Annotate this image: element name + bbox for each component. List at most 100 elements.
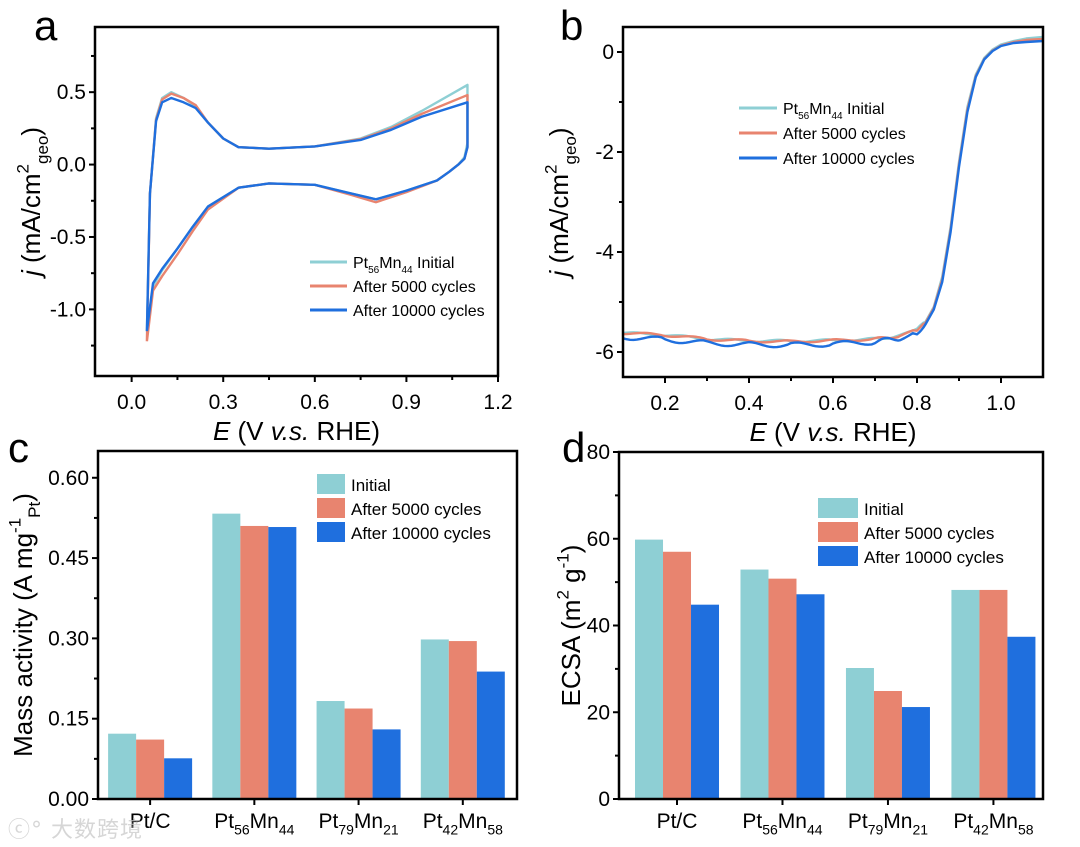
- x-axis-label-part: v.s.: [271, 416, 310, 446]
- panel-label-b: b: [560, 2, 583, 49]
- legend-label-part: After 10000 cycles: [353, 303, 485, 320]
- legend-label: After 10000 cycles: [351, 524, 491, 543]
- panel-label-c: c: [8, 424, 29, 471]
- legend-swatch-c5000: [317, 498, 345, 518]
- bar-c10000: [691, 604, 720, 799]
- category-label-part: Mn: [458, 810, 487, 833]
- x-axis-label-part: (V: [230, 416, 270, 446]
- y-tick-label: -0.5: [50, 226, 86, 249]
- y-axis-label-part: geo: [33, 136, 52, 164]
- legend-label-part: After 5000 cycles: [353, 279, 476, 296]
- legend-label-part: 56: [368, 265, 380, 276]
- y-tick-label: 0.45: [48, 547, 89, 570]
- category-label: Pt79Mn21: [848, 810, 928, 837]
- bar-initial: [420, 639, 449, 799]
- legend-swatch-c5000: [818, 522, 858, 542]
- y-axis-label: ECSA (m2 g-1): [553, 545, 586, 707]
- x-axis-label: E (V v.s. RHE): [749, 417, 916, 447]
- category-label-part: Pt: [953, 810, 973, 833]
- x-tick-label: 0.9: [392, 391, 421, 414]
- y-tick-label: -1.0: [50, 298, 86, 321]
- bar-c5000: [240, 525, 269, 799]
- y-tick-label: 0.60: [48, 467, 89, 490]
- watermark: ⓒ° 大数跨境: [8, 812, 143, 844]
- legend-label: After 5000 cycles: [353, 279, 476, 296]
- y-tick-label: 0.0: [57, 154, 86, 177]
- legend-label-part: 44: [831, 111, 843, 122]
- bar-initial: [951, 589, 980, 799]
- bar-c10000: [901, 707, 930, 799]
- y-tick-label: 80: [587, 441, 610, 464]
- legend-label: After 5000 cycles: [864, 524, 994, 543]
- legend-label: Pt56Mn44 Initial: [353, 255, 454, 276]
- legend-label-part: Initial: [413, 255, 455, 272]
- y-axis-label-part: ): [8, 493, 38, 502]
- category-label-part: 42: [443, 821, 459, 837]
- category-label-part: Pt: [742, 810, 762, 833]
- bar-c5000: [136, 739, 165, 799]
- category-label-part: 58: [1018, 821, 1034, 837]
- legend-label: After 10000 cycles: [864, 548, 1004, 567]
- bar-initial: [635, 539, 664, 799]
- series-line-c10000: [622, 39, 1044, 349]
- legend-label: Initial: [351, 476, 391, 495]
- category-label-part: Mn: [354, 810, 383, 833]
- x-tick-label: 0.4: [734, 392, 764, 415]
- category-label-part: 42: [973, 821, 989, 837]
- y-axis-label: j (mA/cm2geo): [13, 127, 52, 279]
- series-line-initial: [622, 35, 1044, 344]
- bar-c5000: [448, 641, 477, 799]
- y-axis-label-part: 2: [553, 590, 572, 599]
- y-axis-label-part: -1: [5, 518, 24, 533]
- y-tick-label: 40: [587, 615, 610, 638]
- legend-label-part: After 10000 cycles: [783, 151, 915, 168]
- bar-initial: [845, 668, 874, 799]
- bar-c5000: [344, 708, 373, 799]
- category-label-part: 79: [868, 821, 884, 837]
- category-label-part: Mn: [250, 810, 279, 833]
- y-axis-label-part: Pt: [25, 501, 44, 517]
- category-label-part: Pt/C: [130, 810, 171, 833]
- legend-label-part: Initial: [843, 101, 885, 118]
- plot-frame-c: [96, 449, 519, 801]
- category-label-part: 21: [383, 821, 399, 837]
- y-tick-label: -6: [595, 341, 614, 364]
- bar-initial: [740, 569, 769, 799]
- x-axis-label-part: E: [213, 416, 231, 446]
- bar-initial: [212, 513, 241, 799]
- y-axis-label-part: j: [16, 269, 46, 279]
- legend-label-part: Pt: [783, 101, 799, 118]
- y-tick-label: 60: [587, 528, 610, 551]
- y-tick-label: 0: [598, 788, 610, 811]
- category-label-part: 56: [234, 821, 250, 837]
- bar-c5000: [768, 578, 797, 799]
- y-tick-label: 0.00: [48, 788, 89, 811]
- category-label-part: Pt: [214, 810, 234, 833]
- y-axis-label-part: ): [16, 127, 46, 136]
- panel-label-d: d: [562, 424, 585, 471]
- x-axis-label: E (V v.s. RHE): [213, 416, 380, 446]
- category-label: Pt42Mn58: [423, 810, 503, 837]
- x-tick-label: 0.8: [902, 392, 931, 415]
- y-tick-label: 0.30: [48, 627, 89, 650]
- legend-label-part: Mn: [809, 101, 831, 118]
- y-axis-label-part: Mass activity (A mg: [8, 533, 38, 757]
- legend-label: After 10000 cycles: [353, 303, 485, 320]
- legend-label: After 5000 cycles: [783, 126, 906, 143]
- x-axis-label-part: RHE): [309, 416, 380, 446]
- x-axis-label-part: v.s.: [807, 417, 846, 447]
- y-tick-label: 0.15: [48, 708, 89, 731]
- x-tick-label: 0.6: [818, 392, 847, 415]
- x-tick-label: 0.0: [117, 391, 146, 414]
- bar-c5000: [663, 551, 692, 799]
- category-label-part: 58: [487, 821, 503, 837]
- y-axis-label-part: g: [556, 568, 586, 590]
- x-axis-label-part: E: [749, 417, 767, 447]
- y-axis-label-part: ): [544, 127, 574, 136]
- y-axis-label-part: 2: [541, 165, 560, 174]
- legend-label: After 10000 cycles: [783, 151, 915, 168]
- watermark-text: 大数跨境: [51, 818, 144, 843]
- category-label-part: 79: [338, 821, 354, 837]
- x-tick-label: 0.3: [209, 391, 238, 414]
